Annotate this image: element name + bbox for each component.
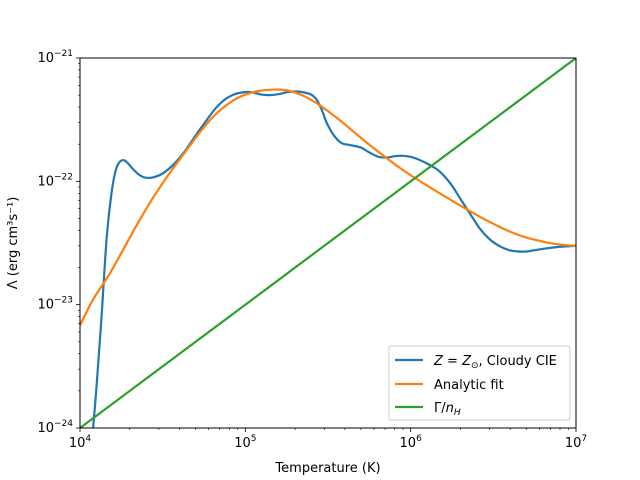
y-tick-label: 10−24 [37,419,73,436]
series-line-heating [80,58,576,428]
legend-label-heating: Γ/nH [434,401,461,418]
legend: Z = Z⊙, Cloudy CIE Analytic fit Γ/nH [388,345,571,421]
x-axis: 104 105 106 107 [69,428,587,451]
y-tick-label: 10−22 [37,172,73,189]
plot-frame [79,57,577,429]
x-tick-label: 105 [234,434,256,451]
series-line-cloudy-cie [91,90,576,428]
legend-label-fit: Analytic fit [434,378,504,393]
legend-label-cloudy: Z = Z⊙, Cloudy CIE [433,354,557,371]
x-tick-label: 107 [565,434,587,451]
y-axis: 10−24 10−23 10−22 10−21 [37,49,80,436]
x-axis-label: Temperature (K) [274,461,380,476]
y-axis-label: Λ (erg cm³s⁻¹) [6,197,21,290]
series-line-analytic-fit [80,88,576,326]
x-tick-label: 106 [400,434,423,451]
legend-box [388,345,571,421]
x-tick-label: 104 [69,434,92,451]
plot-area [80,58,576,428]
y-tick-label: 10−21 [37,49,73,66]
series-layer [80,58,576,428]
y-tick-label: 10−23 [37,296,73,313]
